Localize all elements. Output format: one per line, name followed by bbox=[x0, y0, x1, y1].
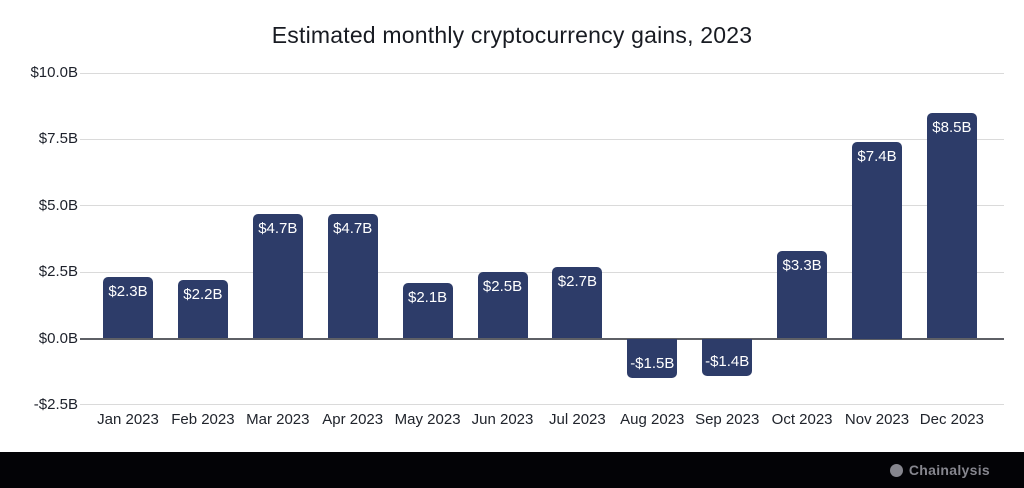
y-axis-tick-label: $5.0B bbox=[38, 196, 78, 214]
gridline bbox=[80, 205, 1004, 207]
y-axis-tick-label: -$2.5B bbox=[33, 395, 78, 413]
bar-value-label: -$1.4B bbox=[705, 352, 750, 370]
gridline bbox=[80, 404, 1004, 406]
footer-bar: Chainalysis bbox=[0, 452, 1024, 488]
x-axis-tick-label: Aug 2023 bbox=[620, 411, 685, 428]
gridline bbox=[80, 72, 1004, 74]
bar-value-label: $2.1B bbox=[407, 288, 448, 306]
bar-value-label: $2.5B bbox=[482, 278, 523, 296]
bar-jan-2023: $2.3B bbox=[103, 277, 153, 339]
bar-dec-2023: $8.5B bbox=[926, 112, 977, 339]
bar-jun-2023: $2.5B bbox=[477, 272, 528, 339]
gridline bbox=[80, 271, 1004, 273]
y-axis-tick-label: $7.5B bbox=[38, 130, 78, 148]
gridline bbox=[80, 138, 1004, 140]
bar-value-label: $2.7B bbox=[557, 272, 597, 290]
bar-value-label: $4.7B bbox=[333, 219, 373, 237]
bar-value-label: -$1.5B bbox=[630, 355, 675, 373]
bar-jul-2023: $2.7B bbox=[552, 266, 603, 339]
x-axis-tick-label: Jul 2023 bbox=[549, 411, 606, 428]
bar-value-label: $7.4B bbox=[857, 148, 897, 165]
bar-value-label: $4.7B bbox=[258, 219, 298, 237]
bar-value-label: $2.2B bbox=[183, 286, 223, 304]
x-axis-tick-label: Oct 2023 bbox=[771, 411, 833, 428]
y-axis-tick-label: $10.0B bbox=[30, 64, 78, 81]
bar-feb-2023: $2.2B bbox=[177, 280, 228, 339]
y-axis-tick-label: $0.0B bbox=[38, 329, 78, 347]
x-axis-tick-label: Dec 2023 bbox=[919, 411, 984, 428]
chainalysis-logo-text: Chainalysis bbox=[908, 462, 990, 478]
bar-value-label: $8.5B bbox=[932, 118, 972, 136]
bar-value-label: $2.3B bbox=[108, 283, 148, 301]
bar-value-label: $3.3B bbox=[782, 256, 822, 274]
chart-title: Estimated monthly cryptocurrency gains, … bbox=[271, 22, 753, 48]
chainalysis-logo-icon bbox=[889, 463, 903, 477]
x-axis-tick-label: Sep 2023 bbox=[695, 411, 760, 428]
bar-may-2023: $2.1B bbox=[402, 282, 453, 339]
zero-gridline bbox=[80, 337, 1004, 340]
x-axis-tick-label: Jun 2023 bbox=[471, 411, 534, 428]
bar-mar-2023: $4.7B bbox=[252, 213, 303, 339]
bar-sep-2023: -$1.4B bbox=[702, 338, 753, 376]
x-axis-tick-label: Jan 2023 bbox=[97, 411, 159, 428]
bar-oct-2023: $3.3B bbox=[777, 250, 828, 339]
x-axis-tick-label: Mar 2023 bbox=[246, 411, 310, 428]
x-axis-tick-label: Apr 2023 bbox=[322, 411, 384, 428]
x-axis-tick-label: Nov 2023 bbox=[844, 411, 910, 428]
chainalysis-logo: Chainalysis bbox=[889, 462, 990, 478]
bar-nov-2023: $7.4B bbox=[852, 142, 902, 339]
bar-aug-2023: -$1.5B bbox=[627, 338, 678, 379]
x-axis-tick-label: Feb 2023 bbox=[171, 411, 235, 428]
x-axis-tick-label: May 2023 bbox=[394, 411, 461, 428]
bar-apr-2023: $4.7B bbox=[327, 213, 378, 339]
y-axis-tick-label: $2.5B bbox=[38, 263, 78, 281]
